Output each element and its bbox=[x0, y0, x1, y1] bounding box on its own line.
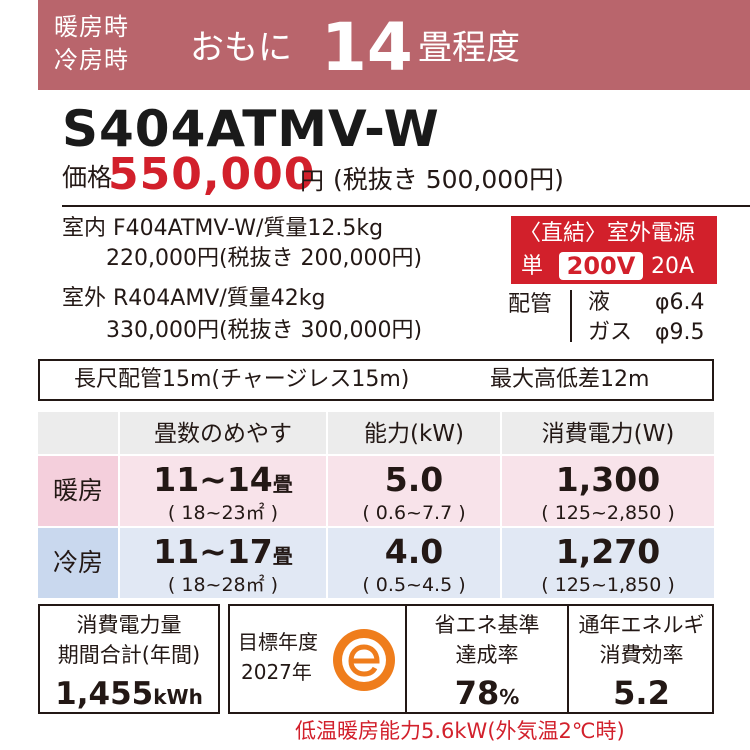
long-piping-length: 長尺配管15m(チャージレス15m) bbox=[74, 367, 410, 392]
table-row-label-cell: 暖房 bbox=[38, 456, 118, 526]
price-label: 価格 bbox=[62, 163, 113, 192]
table-header-corner bbox=[38, 412, 118, 454]
table-cell: 1,270 ( 125~1,850 ) bbox=[502, 528, 714, 598]
indoor-unit-info: 室内 F404ATMV-W/質量12.5kg bbox=[62, 216, 384, 241]
power-ampere: 20A bbox=[651, 254, 695, 279]
table-cell: 4.0 ( 0.5~4.5 ) bbox=[328, 528, 500, 598]
cell-divider bbox=[567, 606, 569, 712]
mainly-label: おもに bbox=[190, 28, 292, 68]
price-value: 550,000 bbox=[108, 149, 316, 200]
cooling-tatami: 11~17畳 bbox=[153, 532, 293, 571]
piping-liquid-value: φ6.4 bbox=[655, 290, 705, 315]
table-header-cell: 消費電力(W) bbox=[502, 412, 714, 454]
outdoor-unit-info: 室外 R404AMV/質量42kg bbox=[62, 286, 326, 311]
annual-consumption-value: 1,455kWh bbox=[55, 676, 203, 712]
annual-consumption-box: 消費電力量 期間合計(年間) 1,455kWh bbox=[38, 604, 220, 714]
apf-label-1: 通年エネルギー bbox=[578, 613, 705, 663]
tatami-unit: 畳程度 bbox=[418, 28, 520, 68]
table-cell: 5.0 ( 0.6~7.7 ) bbox=[328, 456, 500, 526]
piping-divider bbox=[570, 290, 572, 342]
piping-label: 配管 bbox=[508, 292, 553, 317]
cell-divider bbox=[405, 606, 407, 712]
annual-label-1: 消費電力量 bbox=[76, 613, 182, 637]
cooling-capacity-range: ( 0.5~4.5 ) bbox=[362, 574, 466, 596]
table-row-label-cell: 冷房 bbox=[38, 528, 118, 598]
tatami-number: 14 bbox=[321, 9, 413, 86]
heating-power: 1,300 bbox=[555, 460, 661, 499]
achievement-label-1: 省エネ基準 bbox=[434, 613, 540, 637]
piping-gas-label: ガス bbox=[588, 320, 633, 345]
model-number: S404ATMV-W bbox=[62, 100, 440, 158]
outdoor-unit-price: 330,000円(税抜き 300,000円) bbox=[106, 318, 423, 343]
max-height-difference: 最大高低差12m bbox=[490, 367, 650, 392]
piping-gas-value: φ9.5 bbox=[655, 320, 705, 345]
power-voltage: 200V bbox=[559, 252, 643, 280]
cooling-power: 1,270 bbox=[555, 532, 661, 571]
heating-capacity: 5.0 bbox=[384, 460, 444, 499]
target-year-label: 目標年度 bbox=[238, 630, 318, 654]
heating-capacity-range: ( 0.6~7.7 ) bbox=[362, 502, 466, 524]
power-supply-title: 〈直結〉室外電源 bbox=[519, 221, 696, 246]
cooling-capacity: 4.0 bbox=[384, 532, 444, 571]
table-cell: 11~14畳 ( 18~23㎡ ) bbox=[120, 456, 326, 526]
achievement-label-2: 達成率 bbox=[455, 643, 519, 667]
annual-label-2: 期間合計(年間) bbox=[57, 643, 201, 667]
footnote: 低温暖房能力5.6kW(外気温2℃時) bbox=[295, 719, 625, 743]
achievement-cell: 省エネ基準 達成率 78% bbox=[407, 606, 567, 712]
target-year-value: 2027年 bbox=[241, 660, 312, 684]
long-piping-box: 長尺配管15m(チャージレス15m) 最大高低差12m bbox=[38, 359, 714, 401]
apf-cell: 通年エネルギー 消費効率 5.2 bbox=[569, 606, 714, 712]
indoor-unit-price: 220,000円(税抜き 200,000円) bbox=[106, 246, 423, 271]
mode-heating-label: 暖房時 bbox=[54, 13, 129, 41]
table-header-cell: 能力(kW) bbox=[328, 412, 500, 454]
cooling-area: ( 18~28㎡ ) bbox=[167, 574, 279, 596]
price-yen: 円 bbox=[300, 167, 324, 195]
row-label-cooling: 冷房 bbox=[52, 548, 103, 577]
row-label-heating: 暖房 bbox=[52, 476, 103, 505]
power-supply-box: 〈直結〉室外電源 単 200V 20A bbox=[511, 216, 717, 284]
energy-saving-e-icon bbox=[333, 629, 395, 691]
header-band: 暖房時 冷房時 おもに 14 畳程度 bbox=[38, 0, 750, 90]
apf-value: 5.2 bbox=[613, 674, 670, 712]
achievement-value: 78% bbox=[454, 674, 520, 712]
header-tatami: 畳数のめやす bbox=[154, 421, 292, 447]
header-power: 消費電力(W) bbox=[541, 421, 675, 447]
piping-liquid-label: 液 bbox=[588, 290, 611, 315]
header-capacity: 能力(kW) bbox=[363, 421, 464, 447]
heating-power-range: ( 125~2,850 ) bbox=[541, 502, 675, 524]
divider bbox=[62, 205, 750, 207]
table-cell: 1,300 ( 125~2,850 ) bbox=[502, 456, 714, 526]
power-phase: 単 bbox=[521, 254, 544, 279]
heating-area: ( 18~23㎡ ) bbox=[167, 502, 279, 524]
price-tax-excluded: (税抜き 500,000円) bbox=[333, 165, 564, 194]
cooling-power-range: ( 125~1,850 ) bbox=[541, 574, 675, 596]
efficiency-box: 目標年度 2027年 省エネ基準 達成率 78% 通年エネルギー 消費効率 5.… bbox=[228, 604, 714, 714]
heating-tatami: 11~14畳 bbox=[153, 460, 293, 499]
mode-cooling-label: 冷房時 bbox=[54, 46, 129, 74]
apf-label-2: 消費効率 bbox=[599, 643, 684, 667]
table-cell: 11~17畳 ( 18~28㎡ ) bbox=[120, 528, 326, 598]
table-header-cell: 畳数のめやす bbox=[120, 412, 326, 454]
